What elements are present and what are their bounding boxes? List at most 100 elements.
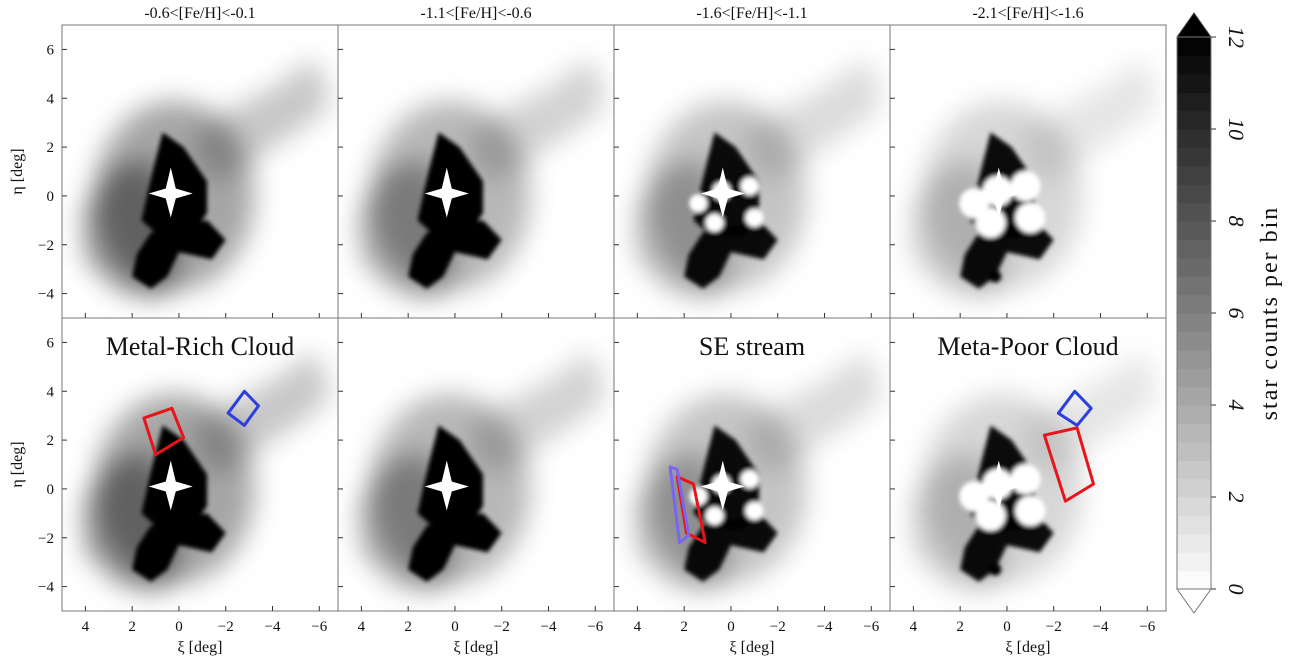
colorbar-band xyxy=(1177,386,1211,406)
x-tick-label: 2 xyxy=(128,619,136,635)
colorbar-tick-label: 6 xyxy=(1224,308,1249,319)
x-tick-label: −4 xyxy=(817,619,833,635)
y-tick-label: 4 xyxy=(47,384,55,400)
colorbar-band xyxy=(1177,533,1211,553)
density-map xyxy=(635,59,881,301)
colorbar-tick-label: 2 xyxy=(1224,492,1249,503)
colorbar-band xyxy=(1177,331,1211,351)
colorbar-band xyxy=(1177,313,1211,332)
colorbar-band xyxy=(1177,165,1211,185)
x-tick-label: −4 xyxy=(265,619,281,635)
x-tick-label: −2 xyxy=(494,619,510,635)
y-tick-label: −2 xyxy=(38,238,54,254)
x-axis-label: ξ [deg] xyxy=(454,639,499,656)
central-gap xyxy=(976,460,1021,511)
central-gap xyxy=(148,460,193,511)
panel-6: 4 2 0 −2 −4 −6 ξ [deg] xyxy=(337,317,615,656)
colorbar-label: star counts per bin xyxy=(1257,206,1283,421)
x-tick-label: −4 xyxy=(1093,619,1109,635)
colorbar-band xyxy=(1177,184,1211,204)
x-tick-label: −2 xyxy=(218,619,234,635)
x-tick-label: 2 xyxy=(404,619,412,635)
colorbar-band xyxy=(1177,276,1211,296)
y-axis-label: η [deg] xyxy=(9,441,26,487)
colorbar-band xyxy=(1177,129,1211,148)
colorbar-band xyxy=(1177,368,1211,388)
colorbar-tick-label: 10 xyxy=(1224,118,1249,140)
colorbar-max-arrow xyxy=(1176,12,1212,38)
panel-7: 4 2 0 −2 −4 −6 ξ [deg] SE stream xyxy=(613,317,891,656)
central-gap xyxy=(424,167,469,218)
colorbar-band xyxy=(1177,552,1211,572)
colorbar-band xyxy=(1177,294,1211,314)
colorbar-tick-label: 0 xyxy=(1224,584,1249,595)
x-tick-label: 0 xyxy=(175,619,183,635)
central-gap xyxy=(700,167,745,218)
density-map xyxy=(83,352,329,594)
colorbar-band xyxy=(1177,349,1211,369)
panel-title: Metal-Rich Cloud xyxy=(106,332,294,361)
x-tick-label: 4 xyxy=(358,619,366,635)
colorbar-band xyxy=(1177,423,1211,443)
colorbar-band xyxy=(1177,55,1211,75)
x-tick-label: 0 xyxy=(727,619,735,635)
x-axis-label: ξ [deg] xyxy=(730,639,775,656)
y-tick-label: 0 xyxy=(47,482,55,498)
selection-region xyxy=(668,465,691,545)
colorbar-band xyxy=(1177,441,1211,461)
colorbar-tick-label: 8 xyxy=(1224,216,1249,227)
column-title: -0.6<[Fe/H]<-0.1 xyxy=(144,5,255,22)
colorbar-band xyxy=(1177,405,1211,424)
colorbar: 0 2 4 6 8 10 12 star counts per bin xyxy=(1176,12,1283,614)
central-gap xyxy=(700,460,745,511)
colorbar-band xyxy=(1177,37,1211,56)
x-tick-label: −6 xyxy=(863,619,879,635)
density-map xyxy=(359,59,605,301)
y-tick-label: −4 xyxy=(38,580,54,596)
x-tick-label: −2 xyxy=(770,619,786,635)
x-tick-label: 2 xyxy=(680,619,688,635)
colorbar-band xyxy=(1177,202,1211,222)
y-tick-label: 2 xyxy=(47,433,55,449)
y-tick-label: −2 xyxy=(38,531,54,547)
colorbar-band xyxy=(1177,570,1211,590)
density-map xyxy=(359,352,605,594)
y-axis-label: η [deg] xyxy=(9,148,26,194)
x-tick-label: −2 xyxy=(1046,619,1062,635)
panel-2: -1.1<[Fe/H]<-0.6 xyxy=(337,5,615,319)
selection-region xyxy=(1042,426,1095,503)
x-tick-label: 4 xyxy=(634,619,642,635)
density-map xyxy=(911,59,1157,301)
column-title: -2.1<[Fe/H]<-1.6 xyxy=(972,5,1083,22)
selection-region xyxy=(226,389,260,427)
panel-3: -1.6<[Fe/H]<-1.1 xyxy=(613,5,891,319)
panel-grid: −4 −2 0 2 4 6 η [deg] -0.6<[Fe/H]<-0.1 -1.1<[Fe/… xyxy=(9,5,1167,656)
y-tick-label: −4 xyxy=(38,287,54,303)
x-tick-label: 4 xyxy=(82,619,90,635)
x-tick-label: −6 xyxy=(587,619,603,635)
colorbar-band xyxy=(1177,92,1211,112)
column-title: -1.1<[Fe/H]<-0.6 xyxy=(420,5,531,22)
colorbar-tick-label: 12 xyxy=(1224,26,1249,48)
colorbar-band xyxy=(1177,147,1211,167)
density-map xyxy=(83,59,329,301)
central-gap xyxy=(148,167,193,218)
colorbar-tick-label: 4 xyxy=(1224,400,1249,411)
column-title: -1.6<[Fe/H]<-1.1 xyxy=(696,5,807,22)
y-tick-label: 6 xyxy=(47,42,55,58)
selection-region xyxy=(142,406,186,457)
y-tick-label: 2 xyxy=(47,140,55,156)
colorbar-band xyxy=(1177,460,1211,480)
panel-5: 4 2 0 −2 −4 −6 −4 −2 0 2 4 6 ξ [deg] η [deg] Metal-Ric… xyxy=(9,317,339,656)
y-tick-label: 0 xyxy=(47,189,55,205)
x-tick-label: 2 xyxy=(956,619,964,635)
x-tick-label: 0 xyxy=(451,619,459,635)
panel-4: -2.1<[Fe/H]<-1.6 xyxy=(889,5,1167,319)
colorbar-band xyxy=(1177,110,1211,130)
colorbar-band xyxy=(1177,239,1211,259)
x-tick-label: 4 xyxy=(910,619,918,635)
panel-1: −4 −2 0 2 4 6 η [deg] -0.6<[Fe/H]<-0.1 xyxy=(9,5,339,319)
colorbar-band xyxy=(1177,497,1211,516)
y-tick-label: 4 xyxy=(47,91,55,107)
x-axis-label: ξ [deg] xyxy=(178,639,223,656)
